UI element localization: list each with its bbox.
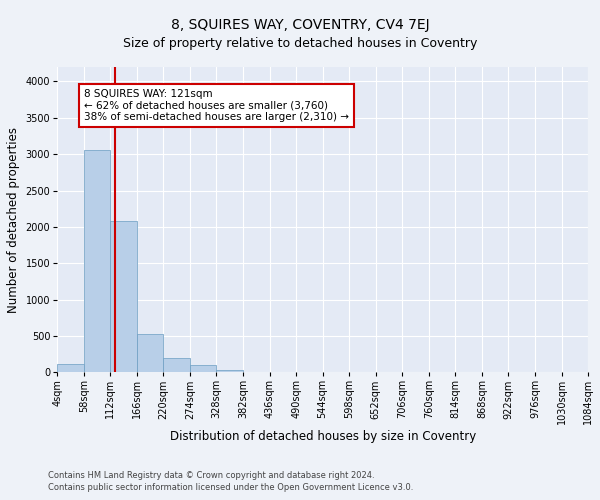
Text: 8, SQUIRES WAY, COVENTRY, CV4 7EJ: 8, SQUIRES WAY, COVENTRY, CV4 7EJ xyxy=(170,18,430,32)
Bar xyxy=(57,364,84,372)
Bar xyxy=(163,358,190,372)
Bar xyxy=(84,150,110,372)
Text: Size of property relative to detached houses in Coventry: Size of property relative to detached ho… xyxy=(123,38,477,51)
Bar xyxy=(110,221,137,372)
Bar xyxy=(190,366,217,372)
Text: Contains HM Land Registry data © Crown copyright and database right 2024.: Contains HM Land Registry data © Crown c… xyxy=(48,471,374,480)
Text: 8 SQUIRES WAY: 121sqm
← 62% of detached houses are smaller (3,760)
38% of semi-d: 8 SQUIRES WAY: 121sqm ← 62% of detached … xyxy=(84,89,349,122)
Text: Contains public sector information licensed under the Open Government Licence v3: Contains public sector information licen… xyxy=(48,484,413,492)
Bar xyxy=(137,334,163,372)
X-axis label: Distribution of detached houses by size in Coventry: Distribution of detached houses by size … xyxy=(170,430,476,443)
Bar xyxy=(217,370,243,372)
Y-axis label: Number of detached properties: Number of detached properties xyxy=(7,126,20,312)
